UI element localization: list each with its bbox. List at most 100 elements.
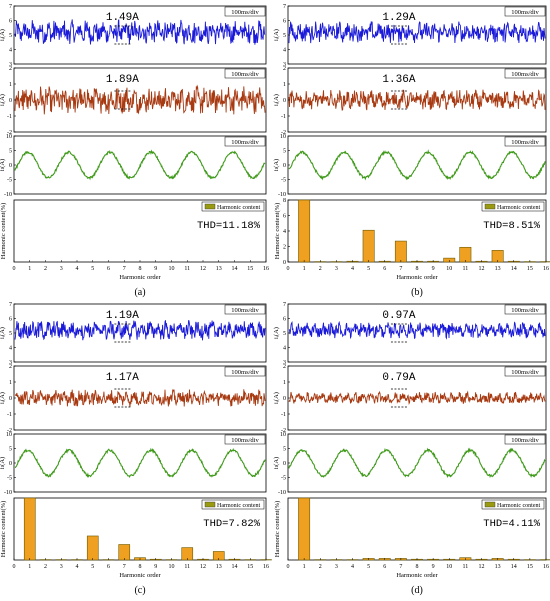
green-axis-tick-label: 0 [9,461,12,467]
harmonic-xtick-label: 7 [123,266,126,272]
harmonic-xtick-label: 14 [511,266,517,272]
div-label: 100ms/div [511,369,539,376]
harmonic-bar-1 [298,199,311,263]
harmonic-yaxis-tick-label: 6 [283,214,286,220]
red-axis-tick-label: 0 [283,98,286,104]
blue-axis-tick-label: 7 [9,4,12,10]
red-trace [14,389,266,407]
green-axis-tick-label: -10 [4,192,12,198]
red-axis-tick-label: -2 [281,428,286,434]
red-axis-tick-label: 0 [9,396,12,402]
div-box [504,366,546,377]
green-axis-tick-label: -5 [7,476,12,482]
green-trace [288,149,546,181]
panel-caption: (b) [411,287,423,298]
div-label: 100ms/div [231,369,259,376]
harmonic-xtick-label: 8 [139,564,142,570]
green-trace [14,447,266,478]
harmonic-xtick-label: 10 [446,564,452,570]
green-axis-tick-label: 5 [283,447,286,453]
harmonic-xtick-label: 7 [399,564,402,570]
harmonic-xtick-label: 10 [446,266,452,272]
harmonic-xtick-label: 2 [319,266,322,272]
red-axis-tick-label: -2 [281,130,286,136]
harmonic-xtick-label: 11 [462,564,468,570]
blue-axis-tick-label: 7 [9,302,12,308]
green-axis-tick-label: -10 [4,490,12,496]
harmonic-xtick-label: 0 [13,564,16,570]
harmonic-xtick-label: 3 [60,564,63,570]
harmonic-yaxis-tick-label: 4 [283,229,286,235]
thd-label: THD=11.18% [197,220,261,232]
harmonic-ylabel: Harmonic content(%) [0,203,7,260]
red-axis-tick-label: 2 [9,364,12,370]
blue-axis-tick-label: 5 [9,33,12,39]
div-label: 100ms/div [511,9,539,16]
harmonic-xtick-label: 15 [527,564,533,570]
harmonic-xtick-label: 4 [351,564,354,570]
harmonic-xtick-label: 16 [263,564,269,570]
thd-label: THD=8.51% [483,220,540,232]
harmonic-xtick-label: 4 [76,564,79,570]
div-box [504,6,546,17]
blue-trace [288,20,546,44]
red-axis-tick-label: -1 [7,412,12,418]
harmonic-xtick-label: 9 [154,266,157,272]
harmonic-xtick-label: 12 [200,266,206,272]
harmonic-xtick-label: 0 [287,564,290,570]
blue-axis-tick-label: 4 [283,48,286,54]
red-axis-tick-label: 0 [283,396,286,402]
harmonic-xtick-label: 4 [351,266,354,272]
harmonic-xtick-label: 1 [28,266,31,272]
div-box [224,304,266,315]
thd-label: THD=7.82% [203,518,260,530]
green-axis-tick-label: 5 [9,149,12,155]
harmonic-xtick-label: 13 [216,564,222,570]
blue-axis-tick-label: 3 [283,360,286,366]
harmonic-xtick-label: 13 [216,266,222,272]
harmonic-bar-5 [86,535,99,561]
harmonic-xtick-label: 3 [335,564,338,570]
harmonic-ylabel: Harmonic content(%) [0,501,7,558]
green-trace [14,149,266,181]
panel-d: 76543100ms/div0.97Aiᵢ(A)210-1-2100ms/div… [273,302,550,596]
red-trace [14,84,266,115]
harmonic-xlabel: Harmonic order [119,274,161,281]
red-trace [288,390,546,405]
green-axis-tick-label: -10 [278,192,286,198]
legend-swatch [204,203,216,210]
harmonic-xtick-label: 9 [432,564,435,570]
div-box [224,68,266,79]
red-axis-tick-label: 2 [9,66,12,72]
div-box [224,434,266,445]
blue-ylabel: iᵢ(A) [0,29,6,41]
legend-label: Harmonic content [217,503,260,509]
harmonic-yaxis-tick-label: 0 [283,260,286,266]
harmonic-xlabel: Harmonic order [396,572,438,579]
harmonic-xtick-label: 16 [263,266,269,272]
div-label: 100ms/div [231,307,259,314]
harmonic-xtick-label: 16 [543,564,549,570]
harmonic-xtick-label: 9 [432,266,435,272]
panel-caption: (c) [134,585,145,596]
green-ylabel: iₗ(A) [0,159,6,171]
blue-trace [14,19,266,45]
div-label: 100ms/div [231,139,259,146]
red-axis-tick-label: 1 [283,380,286,386]
div-box [224,6,266,17]
red-ylabel: iᵢ(A) [0,392,6,404]
green-axis-tick-label: -5 [281,476,286,482]
red-axis-tick-label: -2 [7,428,12,434]
green-plot-frame [287,135,547,195]
panel-c: 76543100ms/div1.19Aiᵢ(A)210-1-2100ms/div… [0,302,272,596]
harmonic-xtick-label: 2 [44,564,47,570]
harmonic-xtick-label: 13 [495,564,501,570]
blue-axis-tick-label: 6 [283,19,286,25]
harmonic-xtick-label: 5 [91,564,94,570]
blue-ylabel: iᵢ(A) [0,327,6,339]
blue-axis-tick-label: 7 [283,4,286,10]
legend-box [481,499,545,510]
harmonic-xtick-label: 14 [232,564,238,570]
blue-ylabel: iᵢ(A) [273,327,280,339]
